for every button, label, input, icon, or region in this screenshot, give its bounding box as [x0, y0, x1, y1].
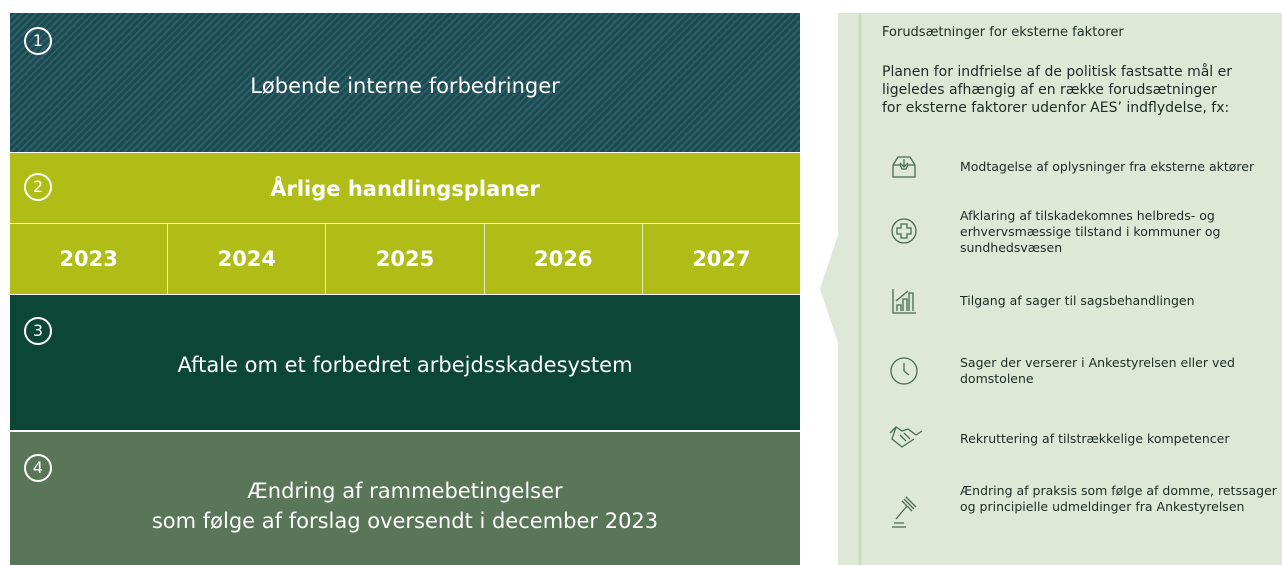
icon-chart	[892, 289, 916, 314]
band-number: 4	[24, 454, 52, 482]
side-panel: Forudsætninger for eksterne faktorer Pla…	[820, 13, 1282, 565]
years-row: 2023 2024 2025 2026 2027	[10, 224, 801, 294]
year: 2027	[642, 224, 801, 294]
band-2: 2 Årlige handlingsplaner	[10, 153, 800, 223]
item: Tilgang af sager til sagsbehandlingen	[960, 293, 1195, 308]
band-title: Aftale om et forbedret arbejdsskadesyste…	[177, 353, 633, 377]
band-number: 3	[24, 317, 52, 345]
side-title: Forudsætninger for eksterne faktorer	[882, 25, 1124, 40]
year: 2023	[10, 224, 169, 294]
band-1: 1 Løbende interne forbedringer	[10, 13, 800, 152]
band-title: Løbende interne forbedringer	[250, 74, 560, 98]
band-4: 4 Ændring af rammebetingelser som følge …	[10, 432, 800, 565]
band-title: som følge af forslag oversendt i decembe…	[151, 509, 659, 533]
item: Ændring af praksis som følge af domme, r…	[960, 483, 1277, 514]
item: Sager der verserer i Ankestyrelsen eller…	[960, 355, 1235, 386]
year: 2026	[484, 224, 643, 294]
year: 2025	[326, 224, 485, 294]
icon-clock	[890, 357, 918, 385]
band-title: Årlige handlingsplaner	[270, 177, 540, 201]
item: Modtagelse af oplysninger fra eksterne a…	[960, 159, 1255, 174]
side-intro: Planen for indfrielse af de politisk fas…	[882, 64, 1233, 116]
icon-gavel	[892, 496, 917, 528]
item: Rekruttering af tilstrækkelige kompetenc…	[960, 431, 1230, 446]
item: Afklaring af tilskadekomnes helbreds- og…	[960, 208, 1221, 255]
year: 2024	[168, 224, 327, 294]
icon-inbox	[892, 156, 916, 178]
band-number: 1	[24, 27, 52, 55]
band-number: 2	[24, 173, 52, 201]
icon-handshake	[889, 426, 923, 448]
band-3: 3 Aftale om et forbedret arbejdsskadesys…	[10, 295, 800, 430]
icon-health	[891, 218, 917, 244]
side-bg	[820, 13, 1282, 565]
band-title: Ændring af rammebetingelser	[247, 479, 563, 503]
